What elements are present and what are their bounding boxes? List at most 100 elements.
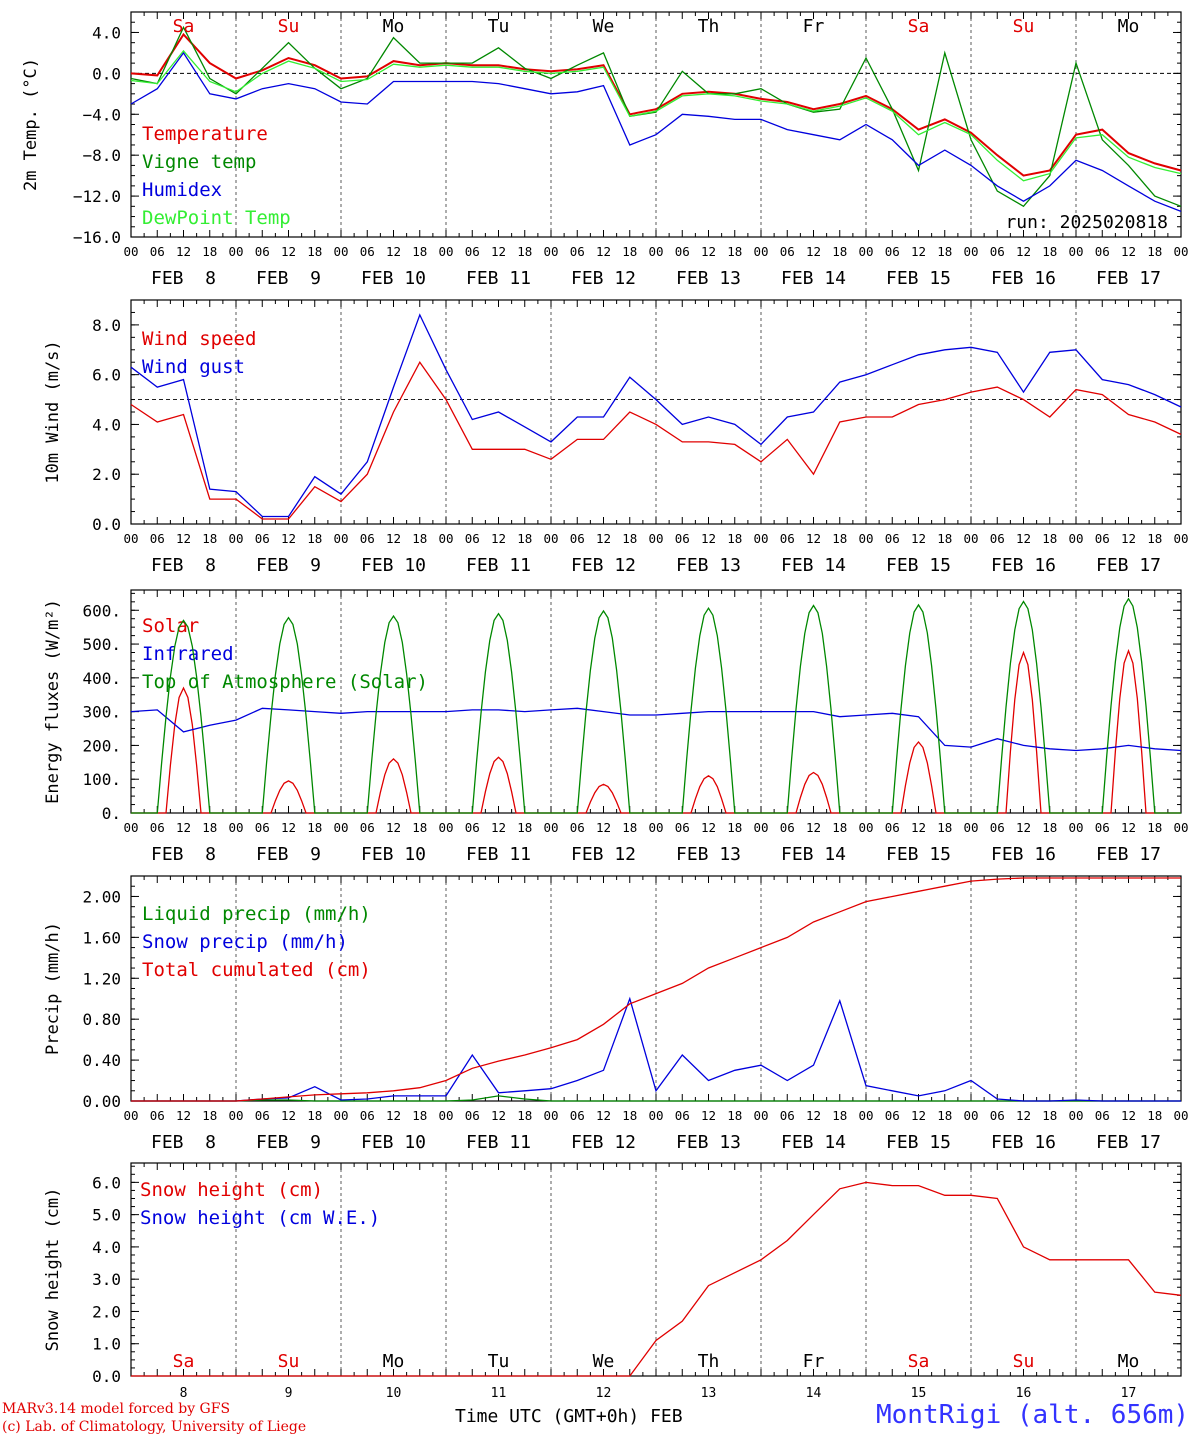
hour-tick-label: 06 xyxy=(780,531,795,546)
legend-entry: Vigne temp xyxy=(142,151,256,173)
hour-tick-label: 00 xyxy=(333,820,348,835)
hour-tick-label: 12 xyxy=(491,820,506,835)
y-tick-label: 1.20 xyxy=(82,969,121,988)
day-number-label: 17 xyxy=(1121,1386,1137,1401)
legend-entry: Snow height (cm) xyxy=(140,1179,323,1201)
y-tick-label: −4.0 xyxy=(82,105,121,124)
date-label: FEB 9 xyxy=(256,844,321,865)
y-axis-title: 10m Wind (m/s) xyxy=(43,340,63,483)
date-label: FEB 10 xyxy=(361,844,426,865)
date-label: FEB 17 xyxy=(1096,555,1161,576)
hour-tick-label: 00 xyxy=(333,531,348,546)
hour-tick-label: 18 xyxy=(202,1108,217,1123)
hour-tick-label: 00 xyxy=(438,820,453,835)
hour-tick-label: 06 xyxy=(675,531,690,546)
hour-tick-label: 18 xyxy=(412,820,427,835)
date-label: FEB 16 xyxy=(991,555,1056,576)
hour-tick-label: 18 xyxy=(727,820,742,835)
hour-tick-label: 06 xyxy=(255,531,270,546)
hour-tick-label: 12 xyxy=(281,531,296,546)
hour-tick-label: 06 xyxy=(465,820,480,835)
y-tick-label: 4.0 xyxy=(92,415,121,434)
hour-tick-label: 18 xyxy=(622,244,637,259)
hour-tick-label: 00 xyxy=(1173,820,1188,835)
legend-entry: Temperature xyxy=(142,123,268,145)
date-label: FEB 9 xyxy=(256,1132,321,1153)
hour-tick-label: 12 xyxy=(911,531,926,546)
day-number-label: 9 xyxy=(285,1386,293,1401)
hour-tick-label: 06 xyxy=(1095,820,1110,835)
hour-tick-label: 06 xyxy=(990,244,1005,259)
hour-tick-label: 18 xyxy=(832,531,847,546)
date-label: FEB 14 xyxy=(781,844,846,865)
hour-tick-label: 00 xyxy=(1068,1108,1083,1123)
day-number-label: 11 xyxy=(491,1386,507,1401)
date-label: FEB 11 xyxy=(466,844,531,865)
hour-tick-label: 06 xyxy=(255,244,270,259)
hour-tick-label: 12 xyxy=(911,244,926,259)
hour-tick-label: 00 xyxy=(753,244,768,259)
day-number-label: 12 xyxy=(596,1386,612,1401)
hour-tick-label: 00 xyxy=(648,820,663,835)
y-tick-label: 2.0 xyxy=(92,465,121,484)
series-line-snow-height-cm- xyxy=(131,1181,1182,1377)
y-tick-label: −8.0 xyxy=(82,146,121,165)
y-tick-label: 6.0 xyxy=(92,1173,121,1192)
weekday-label: Su xyxy=(1013,16,1035,37)
y-tick-label: 0.0 xyxy=(92,1367,121,1386)
legend-entry: Wind gust xyxy=(142,356,245,378)
y-tick-label: 6.0 xyxy=(92,366,121,385)
weekday-label: Mo xyxy=(383,16,405,37)
hour-tick-label: 06 xyxy=(780,244,795,259)
hour-tick-label: 18 xyxy=(1147,820,1162,835)
hour-tick-label: 18 xyxy=(412,531,427,546)
hour-tick-label: 12 xyxy=(596,244,611,259)
date-label: FEB 11 xyxy=(466,1132,531,1153)
hour-tick-label: 06 xyxy=(885,531,900,546)
hour-tick-label: 12 xyxy=(701,1108,716,1123)
hour-tick-label: 06 xyxy=(1095,244,1110,259)
date-label: FEB 8 xyxy=(151,555,216,576)
hour-tick-label: 12 xyxy=(1121,820,1136,835)
hour-tick-label: 18 xyxy=(937,531,952,546)
hour-tick-label: 12 xyxy=(911,820,926,835)
hour-tick-label: 12 xyxy=(806,820,821,835)
y-tick-label: 5.0 xyxy=(92,1206,121,1225)
hour-tick-label: 18 xyxy=(517,531,532,546)
hour-tick-label: 12 xyxy=(701,244,716,259)
hour-tick-label: 12 xyxy=(386,820,401,835)
hour-tick-label: 18 xyxy=(1147,531,1162,546)
hour-tick-label: 18 xyxy=(1042,820,1057,835)
hour-tick-label: 00 xyxy=(228,244,243,259)
hour-tick-label: 00 xyxy=(858,531,873,546)
weekday-label: Tu xyxy=(488,1351,510,1372)
station-name: MontRigi (alt. 656m) xyxy=(876,1400,1190,1430)
hour-tick-label: 06 xyxy=(150,1108,165,1123)
hour-tick-label: 18 xyxy=(202,531,217,546)
hour-tick-label: 18 xyxy=(727,1108,742,1123)
date-label: FEB 13 xyxy=(676,268,741,289)
hour-tick-label: 06 xyxy=(465,531,480,546)
hour-tick-label: 00 xyxy=(543,244,558,259)
hour-tick-label: 06 xyxy=(990,531,1005,546)
y-axis-title: Energy fluxes (W/m²) xyxy=(43,599,63,804)
hour-tick-label: 12 xyxy=(596,820,611,835)
y-tick-label: 0.80 xyxy=(82,1010,121,1029)
weekday-label: Su xyxy=(278,1351,300,1372)
day-number-label: 8 xyxy=(180,1386,188,1401)
y-tick-label: 1.60 xyxy=(82,928,121,947)
hour-tick-label: 00 xyxy=(753,820,768,835)
legend-entry: Snow precip (mm/h) xyxy=(142,931,348,953)
y-tick-label: 8.0 xyxy=(92,316,121,335)
hour-tick-label: 12 xyxy=(176,244,191,259)
day-number-label: 10 xyxy=(386,1386,402,1401)
hour-tick-label: 18 xyxy=(307,820,322,835)
hour-tick-label: 06 xyxy=(1095,531,1110,546)
date-label: FEB 16 xyxy=(991,844,1056,865)
hour-tick-label: 12 xyxy=(1121,531,1136,546)
hour-tick-label: 00 xyxy=(228,531,243,546)
y-tick-label: 300. xyxy=(82,703,121,722)
weekday-label: Fr xyxy=(803,16,825,37)
hour-tick-label: 18 xyxy=(832,820,847,835)
series-line-total-cumulated-cm- xyxy=(131,877,1181,1102)
